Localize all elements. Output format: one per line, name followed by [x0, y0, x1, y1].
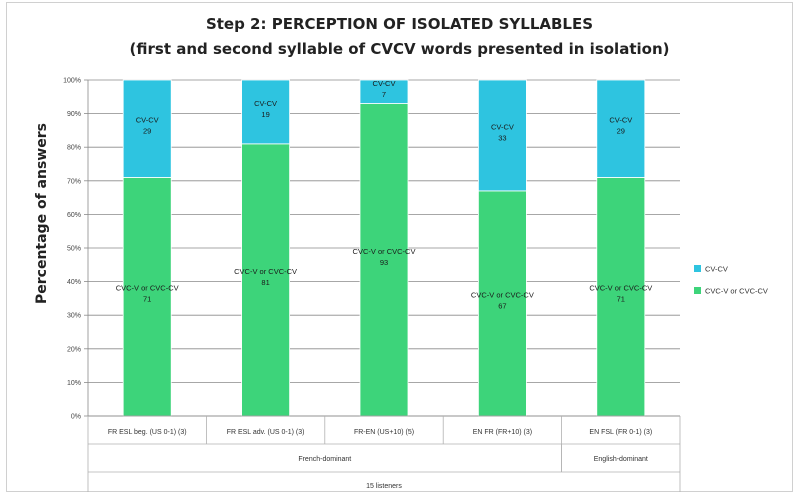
x-group-label: English-dominant	[594, 456, 648, 463]
segment-series-label: CVC-V or CVC-CV	[116, 284, 179, 293]
y-tick-label: 10%	[67, 380, 81, 387]
bar-segment	[122, 79, 172, 178]
segment-series-label: CVC-V or CVC-CV	[353, 247, 416, 256]
chart-title: Step 2: PERCEPTION OF ISOLATED SYLLABLES	[205, 15, 594, 33]
y-tick-label: 20%	[67, 346, 81, 353]
legend-label: CV-CV	[705, 265, 728, 274]
segment-value-label: 7	[382, 90, 386, 99]
y-tick-label: 100%	[63, 78, 81, 85]
y-tick-label: 50%	[67, 246, 81, 253]
segment-series-label: CVC-V or CVC-CV	[589, 284, 652, 293]
segment-series-label: CV-CV	[609, 116, 632, 125]
bar-segment	[359, 103, 409, 417]
x-category-label: FR ESL beg. (US 0-1) (3)	[108, 429, 187, 436]
x-category-label: EN FSL (FR 0-1) (3)	[589, 429, 652, 436]
bar-segment	[477, 79, 527, 192]
segment-value-label: 67	[498, 301, 506, 310]
segment-series-label: CVC-V or CVC-CV	[471, 290, 534, 299]
legend-swatch	[694, 265, 701, 272]
legend-swatch	[694, 287, 701, 294]
y-tick-label: 40%	[67, 279, 81, 286]
y-tick-label: 90%	[67, 111, 81, 118]
segment-value-label: 93	[380, 258, 388, 267]
segment-value-label: 19	[261, 110, 269, 119]
segment-value-label: 33	[498, 133, 506, 142]
chart-subtitle: (first and second syllable of CVCV words…	[129, 40, 670, 58]
segment-value-label: 71	[617, 295, 625, 304]
segment-value-label: 29	[617, 127, 625, 136]
bar-segment	[477, 190, 527, 417]
segment-series-label: CV-CV	[491, 122, 514, 131]
segment-series-label: CV-CV	[373, 79, 396, 88]
segment-series-label: CV-CV	[136, 116, 159, 125]
x-total-label: 15 listeners	[366, 483, 402, 490]
bar-segment	[359, 79, 409, 104]
x-category-label: EN FR (FR+10) (3)	[473, 429, 532, 436]
segment-value-label: 71	[143, 295, 151, 304]
x-category-label: FR ESL adv. (US 0-1) (3)	[227, 429, 305, 436]
segment-value-label: 81	[261, 278, 269, 287]
y-tick-label: 80%	[67, 145, 81, 152]
y-tick-label: 30%	[67, 313, 81, 320]
y-tick-label: 0%	[71, 414, 81, 421]
bar-segment	[596, 79, 646, 178]
bar-segment	[241, 79, 291, 145]
segment-value-label: 29	[143, 127, 151, 136]
legend-label: CVC-V or CVC-CV	[705, 287, 768, 296]
segment-series-label: CV-CV	[254, 99, 277, 108]
y-tick-label: 60%	[67, 212, 81, 219]
x-group-label: French-dominant	[298, 456, 351, 463]
y-tick-label: 70%	[67, 178, 81, 185]
bar-segment	[241, 143, 291, 417]
segment-series-label: CVC-V or CVC-CV	[234, 267, 297, 276]
bar-segment	[122, 177, 172, 417]
x-category-label: FR-EN (US+10) (5)	[354, 429, 414, 436]
